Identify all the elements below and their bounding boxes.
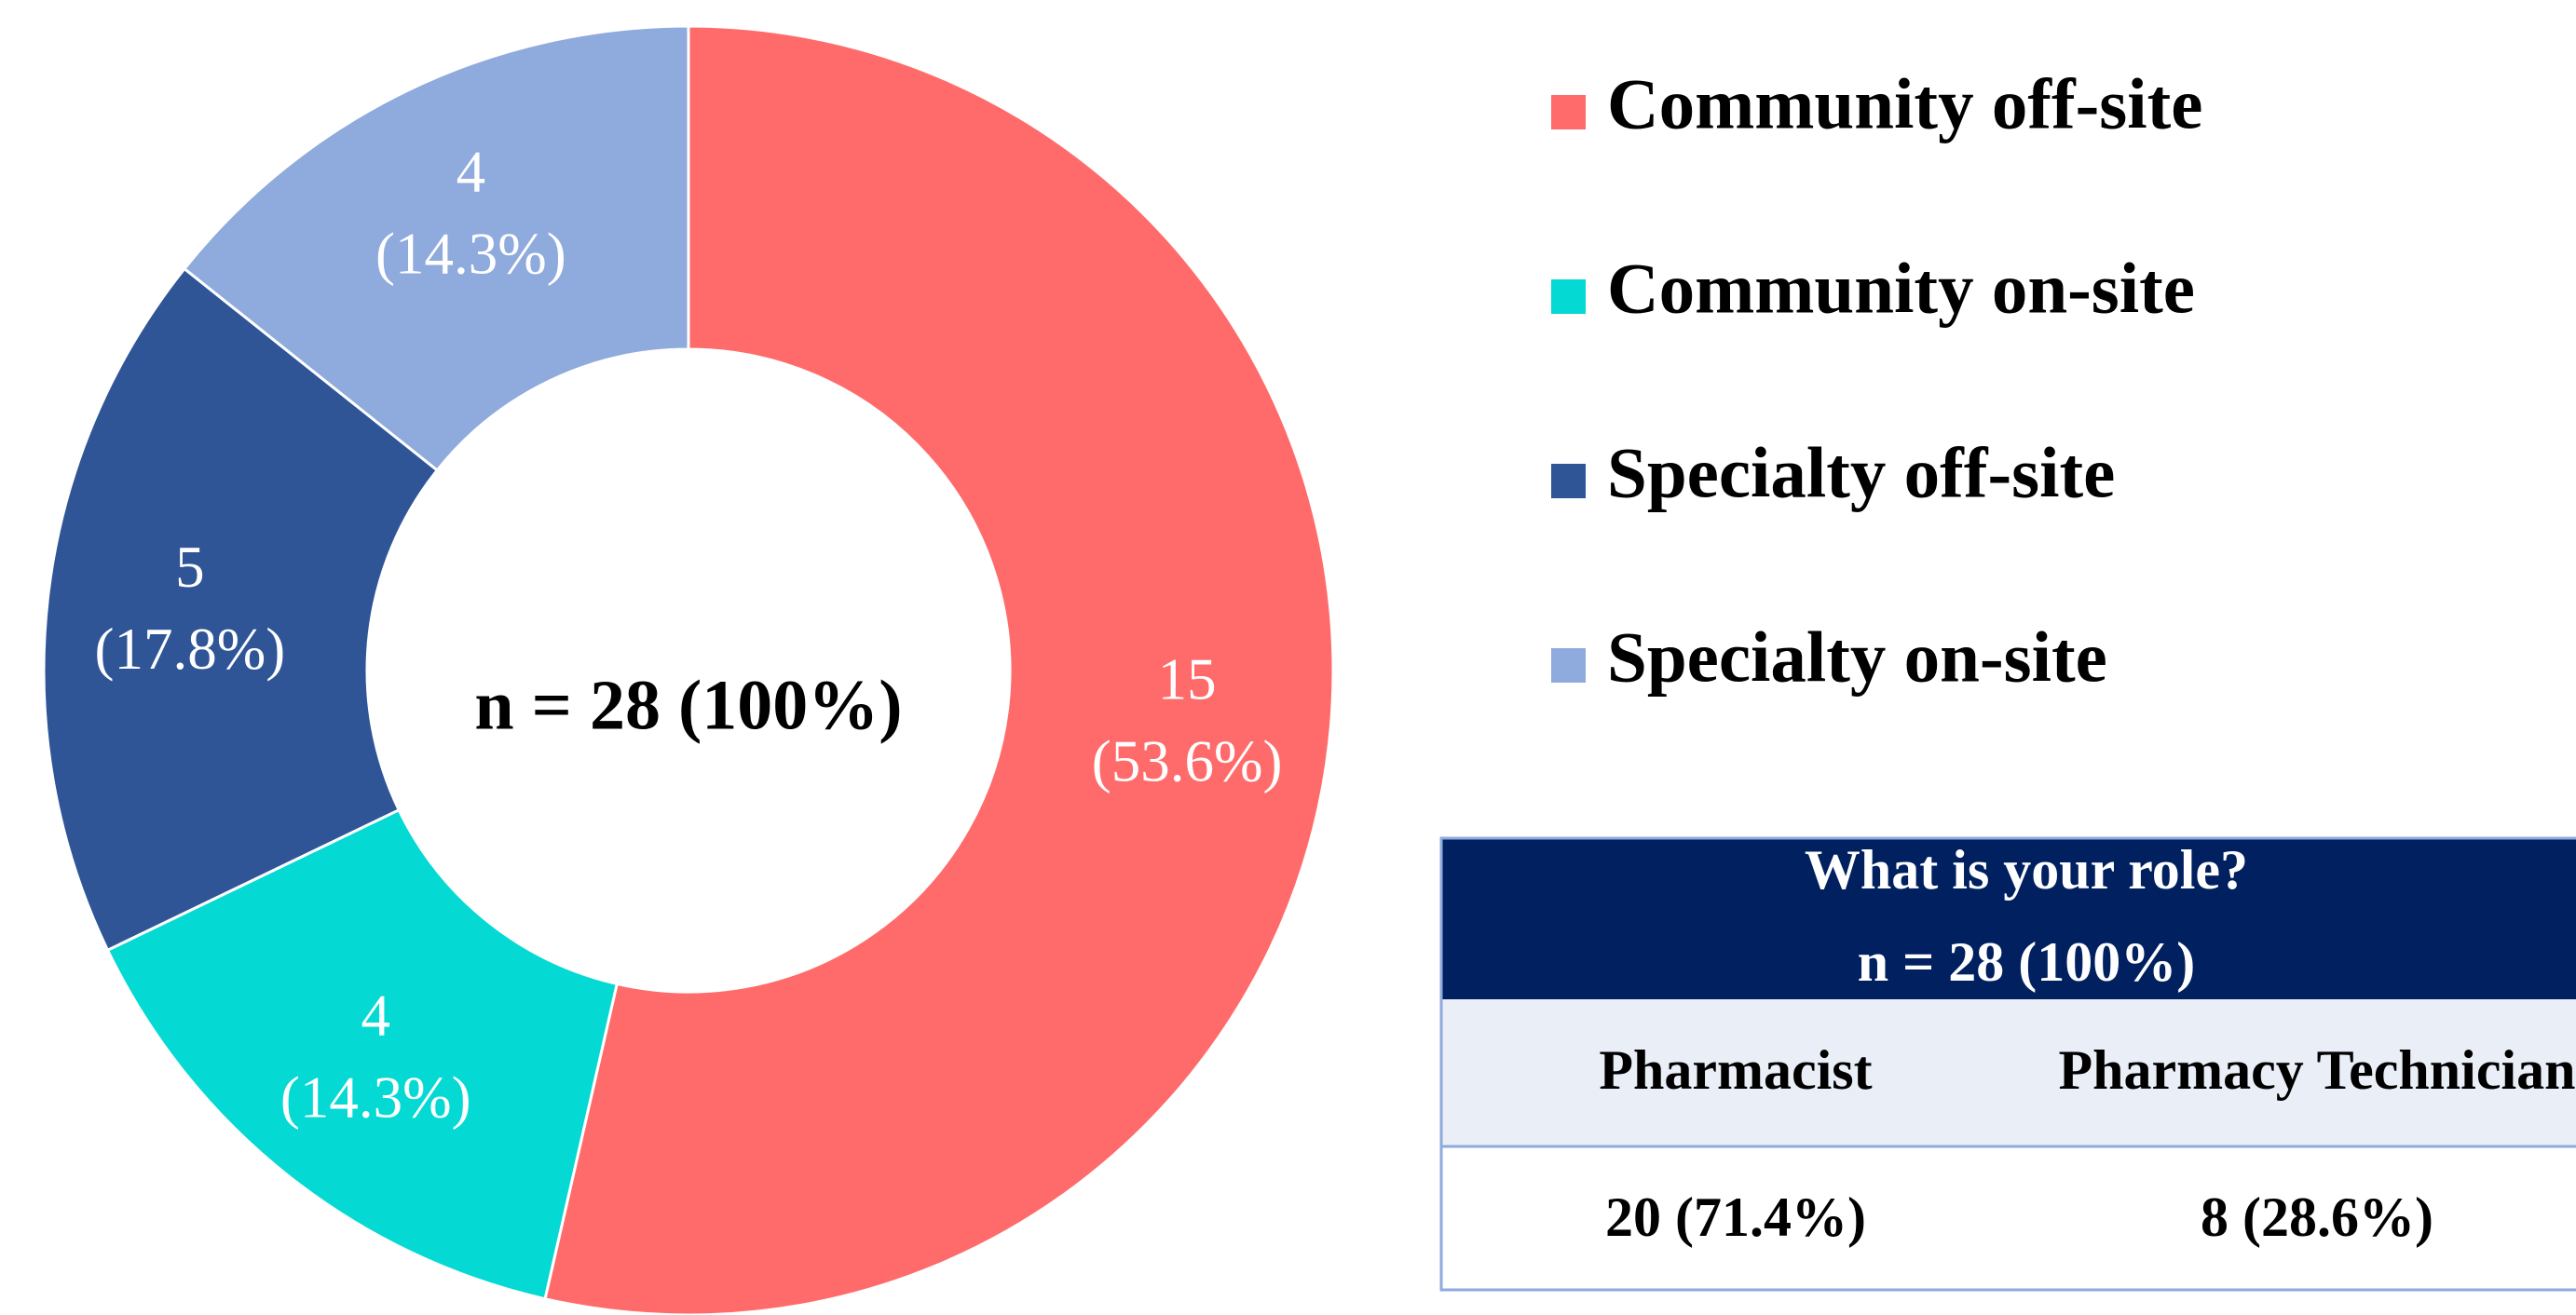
table-cell: 20 (71.4%) xyxy=(1605,1186,1866,1248)
legend-swatch xyxy=(1551,464,1586,498)
data-label: 4 xyxy=(457,139,486,204)
table-cell: 8 (28.6%) xyxy=(2201,1186,2433,1248)
table-header xyxy=(1441,838,2576,999)
donut-slice xyxy=(543,24,1335,1315)
table-column-header: Pharmacist xyxy=(1599,1039,1872,1101)
table-subtitle: n = 28 (100%) xyxy=(1858,931,2196,993)
center-label: n = 28 (100%) xyxy=(474,666,902,744)
data-label: 5 xyxy=(175,535,205,600)
legend-swatch xyxy=(1551,95,1586,129)
percent-label: (14.3%) xyxy=(375,221,566,286)
data-label: 4 xyxy=(361,983,391,1048)
legend-label: Community on-site xyxy=(1607,249,2195,329)
role-table: What is your role? n = 28 (100%) Pharmac… xyxy=(1439,836,2576,1292)
donut-slice xyxy=(42,266,440,953)
donut-slice xyxy=(182,24,690,473)
legend-swatch xyxy=(1551,279,1586,314)
legend-label: Specialty on-site xyxy=(1607,617,2107,698)
percent-label: (17.8%) xyxy=(95,617,286,682)
percent-label: (53.6%) xyxy=(1092,729,1283,794)
table-border xyxy=(1439,836,2576,1292)
donut-slice xyxy=(105,807,620,1301)
percent-label: (14.3%) xyxy=(280,1064,471,1130)
legend-label: Community off-site xyxy=(1607,64,2202,144)
table-column-row xyxy=(1441,999,2576,1146)
table-value-row xyxy=(1441,1146,2576,1290)
legend-label: Specialty off-site xyxy=(1607,433,2115,513)
legend-swatch xyxy=(1551,648,1586,683)
table-title: What is your role? xyxy=(1805,839,2248,901)
table-column-header: Pharmacy Technician xyxy=(2058,1039,2575,1101)
data-label: 15 xyxy=(1158,647,1217,712)
donut xyxy=(42,24,1335,1315)
